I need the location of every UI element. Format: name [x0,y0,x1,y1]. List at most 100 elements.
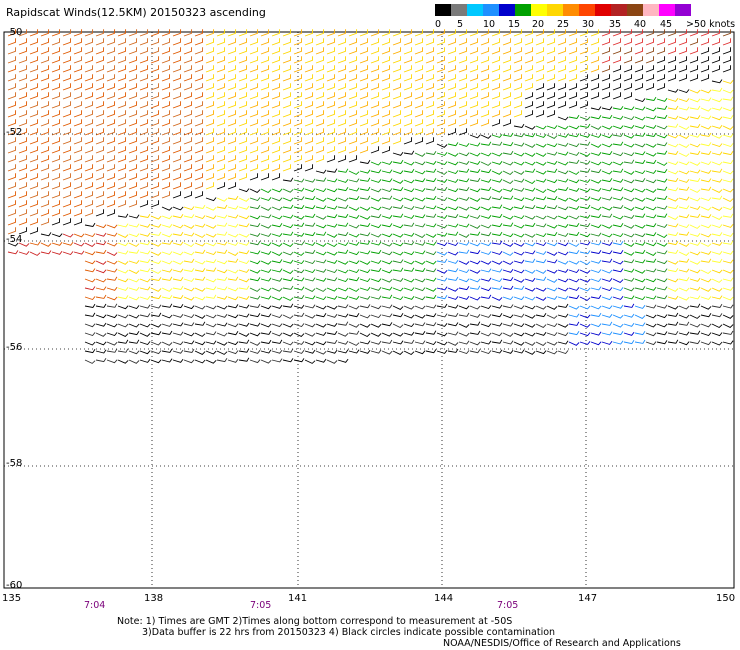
wind-barb [722,38,732,46]
wind-barb [667,177,679,182]
wind-barb [502,83,512,91]
wind-barb [601,47,611,55]
wind-barb [73,250,85,255]
wind-barb [601,233,613,238]
wind-barb [315,305,327,310]
wind-barb [62,101,72,109]
wind-barb [458,92,468,100]
wind-barb [293,146,303,154]
wind-barb [161,137,171,145]
wind-barb [568,187,580,192]
wind-barb [590,92,600,100]
wind-barb [656,323,668,328]
wind-barb [546,231,558,237]
wind-barb [117,269,129,274]
wind-barb [282,285,294,290]
wind-barb [579,38,589,46]
wind-barb [689,295,701,300]
wind-barb [579,152,591,157]
legend-color-swatch [483,4,499,16]
wind-barb [381,74,391,82]
wind-barb [689,205,701,210]
wind-barb [656,105,668,110]
wind-barb [568,101,578,109]
wind-barb [150,128,160,136]
wind-barb [205,314,217,319]
wind-barb [238,332,250,337]
wind-barb [414,137,424,145]
wind-barb [73,74,83,82]
wind-barb [249,119,259,127]
wind-barb [183,340,195,345]
wind-barb [601,269,613,274]
wind-barb [436,74,446,82]
wind-barb [612,278,624,283]
wind-barb [656,65,666,73]
wind-barb [40,137,50,145]
wind-barb [139,213,151,218]
wind-barb [414,65,424,73]
wind-barb [590,323,602,328]
wind-barb [436,143,448,148]
wind-barb [590,341,602,346]
wind-barbs [7,29,734,364]
wind-barb [425,213,437,218]
wind-barb [436,178,448,183]
wind-barb [194,92,204,100]
wind-barb [480,196,492,201]
wind-barb [370,74,380,82]
wind-barb [403,241,415,246]
wind-barb [282,65,292,73]
wind-barb [282,269,294,274]
wind-barb [183,322,195,327]
wind-barb [106,268,118,273]
wind-barb [392,159,404,164]
wind-barb [337,110,347,118]
lat-label: -56 [6,342,23,353]
wind-barb [216,269,228,274]
wind-barb [623,124,635,129]
wind-barb [315,242,327,247]
wind-barb [469,305,481,310]
lon-label: 150 [716,593,736,604]
wind-barb [348,65,358,73]
wind-barb [216,341,228,346]
wind-barb [524,101,534,109]
wind-barb [612,249,624,255]
wind-barb [458,83,468,91]
wind-barb [557,65,567,73]
wind-barb [502,222,514,227]
wind-barb [29,83,39,91]
wind-barb [95,358,107,363]
wind-barb [579,269,591,274]
wind-barb [150,260,162,265]
wind-barb [359,169,371,174]
wind-barb [722,277,734,282]
wind-barb [260,260,272,265]
wind-barb [227,155,237,163]
wind-barb [370,286,382,291]
wind-barb [62,110,72,118]
wind-barb [546,134,558,139]
wind-barb [634,213,646,218]
wind-barb [271,349,283,354]
wind-barb [722,115,734,120]
wind-barb [84,278,96,283]
wind-barb [524,269,536,274]
wind-barb [557,251,569,256]
wind-barb [711,258,723,264]
wind-barb [634,56,644,64]
wind-barb [634,178,646,183]
wind-barb [568,287,580,291]
wind-barb [62,83,72,91]
wind-barb [469,74,479,82]
wind-barb [249,137,259,145]
wind-barb [601,187,613,192]
wind-barb [381,269,393,274]
wind-barb [238,322,250,327]
wind-barb [425,260,437,265]
wind-barb [568,341,580,346]
wind-barb [711,38,721,46]
wind-barb [84,146,94,154]
wind-barb [29,65,39,73]
